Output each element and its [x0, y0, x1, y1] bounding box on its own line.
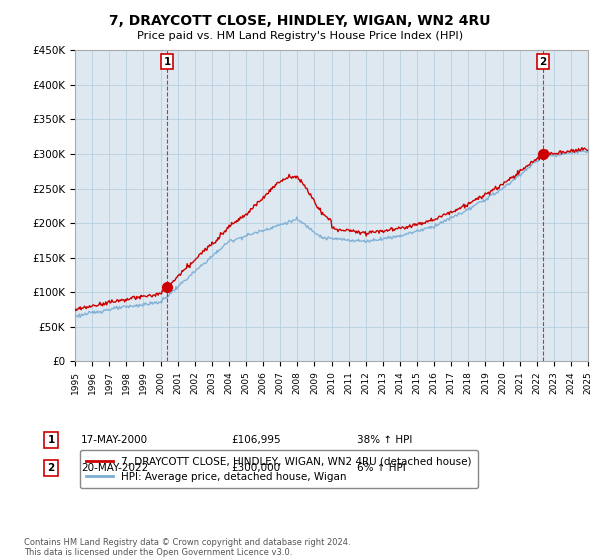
- Text: 1: 1: [47, 435, 55, 445]
- Text: Contains HM Land Registry data © Crown copyright and database right 2024.
This d: Contains HM Land Registry data © Crown c…: [24, 538, 350, 557]
- Legend: 7, DRAYCOTT CLOSE, HINDLEY, WIGAN, WN2 4RU (detached house), HPI: Average price,: 7, DRAYCOTT CLOSE, HINDLEY, WIGAN, WN2 4…: [80, 450, 478, 488]
- Text: Price paid vs. HM Land Registry's House Price Index (HPI): Price paid vs. HM Land Registry's House …: [137, 31, 463, 41]
- Text: £300,000: £300,000: [231, 463, 280, 473]
- Text: 38% ↑ HPI: 38% ↑ HPI: [357, 435, 412, 445]
- Text: 2: 2: [539, 57, 547, 67]
- Text: 2: 2: [47, 463, 55, 473]
- Text: 6% ↑ HPI: 6% ↑ HPI: [357, 463, 406, 473]
- Text: 1: 1: [163, 57, 170, 67]
- Text: 17-MAY-2000: 17-MAY-2000: [81, 435, 148, 445]
- Text: 20-MAY-2022: 20-MAY-2022: [81, 463, 148, 473]
- Text: 7, DRAYCOTT CLOSE, HINDLEY, WIGAN, WN2 4RU: 7, DRAYCOTT CLOSE, HINDLEY, WIGAN, WN2 4…: [109, 14, 491, 28]
- Text: £106,995: £106,995: [231, 435, 281, 445]
